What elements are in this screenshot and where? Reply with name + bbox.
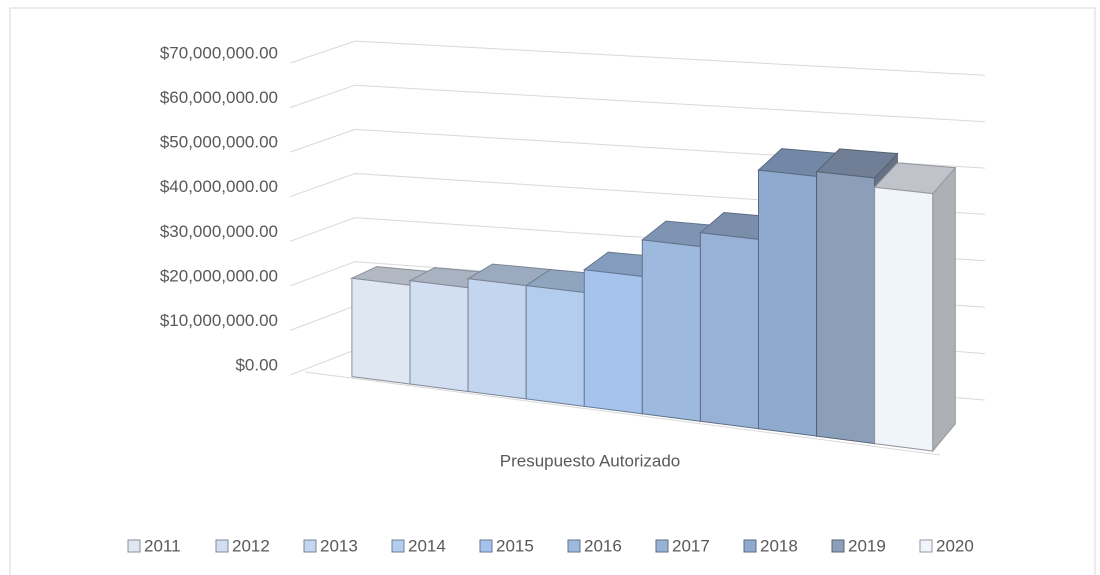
legend-swatch	[919, 539, 933, 553]
legend-label: 2014	[408, 536, 446, 555]
y-tick-label: $40,000,000.00	[160, 177, 278, 196]
legend-swatch	[127, 539, 141, 553]
floor-edge	[304, 371, 941, 456]
y-tick-label: $60,000,000.00	[160, 88, 278, 107]
legend-label: 2017	[672, 536, 710, 555]
y-tick-label: $10,000,000.00	[160, 311, 278, 330]
legend-label: 2019	[848, 536, 886, 555]
legend-swatch	[479, 539, 493, 553]
legend-label: 2020	[936, 536, 974, 555]
bar-front	[525, 285, 585, 407]
bar-front	[641, 239, 701, 422]
legend-swatch	[303, 539, 317, 553]
bar-front	[874, 186, 934, 452]
bar-front	[409, 280, 469, 393]
bar-front	[699, 232, 759, 430]
bar-front	[816, 171, 876, 445]
legend-label: 2018	[760, 536, 798, 555]
y-tick-label: $20,000,000.00	[160, 266, 278, 285]
legend-label: 2011	[144, 536, 181, 555]
y-tick-label: $70,000,000.00	[160, 43, 278, 62]
y-tick-label: $30,000,000.00	[160, 222, 278, 241]
legend-swatch	[743, 539, 757, 553]
legend-swatch	[391, 539, 405, 553]
bar	[873, 162, 957, 453]
bar-front	[583, 269, 643, 415]
legend-label: 2015	[496, 536, 534, 555]
labels: $0.00 $10,000,000.00 $20,000,000.00 $30,000…	[127, 43, 974, 555]
bars	[350, 148, 957, 453]
bar-front	[467, 278, 527, 400]
legend-swatch	[567, 539, 581, 553]
legend-label: 2012	[232, 536, 270, 555]
bar-front	[758, 169, 818, 437]
legend-label: 2016	[584, 536, 622, 555]
bar-side	[932, 166, 956, 453]
grid-line	[289, 40, 986, 76]
legend-label: 2013	[320, 536, 358, 555]
grid-line	[289, 84, 986, 123]
x-tick-label: Presupuesto Autorizado	[500, 451, 681, 470]
legend-swatch	[215, 539, 229, 553]
y-tick-label: $50,000,000.00	[160, 133, 278, 152]
bar-front	[351, 277, 411, 385]
y-tick-label: $0.00	[235, 355, 278, 374]
legend-swatch	[831, 539, 845, 553]
legend-swatch	[655, 539, 669, 553]
